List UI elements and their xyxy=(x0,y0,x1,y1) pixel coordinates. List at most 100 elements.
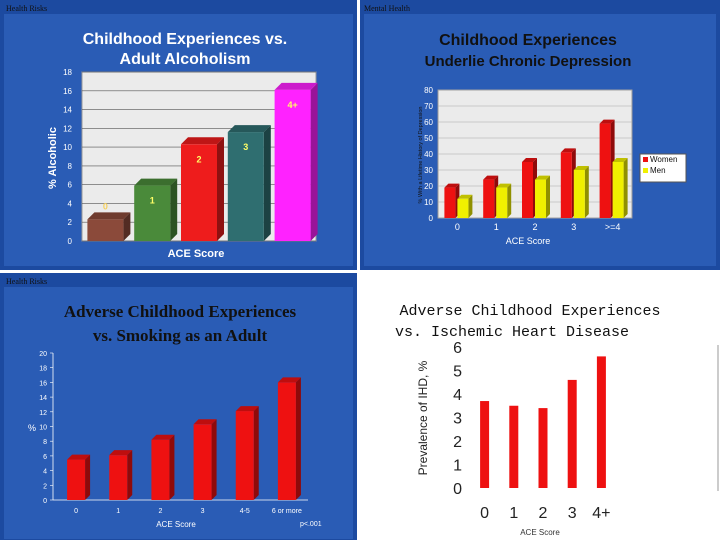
significance-note: p<.001 xyxy=(300,521,322,528)
bar-front xyxy=(87,219,124,241)
bar-top xyxy=(457,194,473,199)
x-tick-label: 2 xyxy=(158,508,162,515)
bar-side xyxy=(468,194,473,218)
y-tick-label: 4 xyxy=(68,199,73,208)
y-tick-label: 4 xyxy=(43,469,47,476)
bar-side xyxy=(211,419,217,500)
x-tick-label: 3 xyxy=(201,508,205,515)
alcoholism-chart-panel: Health Risks Childhood Experiences vs. A… xyxy=(0,0,357,270)
panel-tag: Mental Health xyxy=(364,4,410,13)
bar-top xyxy=(134,178,178,186)
bar-front xyxy=(573,170,585,218)
chart-title-line1: Childhood Experiences xyxy=(439,32,617,49)
bar xyxy=(444,183,460,218)
chart-title-line2: vs. Smoking as an Adult xyxy=(93,326,268,345)
alcoholism-chart: Health Risks Childhood Experiences vs. A… xyxy=(0,0,357,270)
x-tick-label: 1 xyxy=(509,505,518,522)
x-tick-label: 4-5 xyxy=(240,508,250,515)
panel-tag: Health Risks xyxy=(6,4,47,13)
bar-top xyxy=(193,419,217,425)
legend-swatch xyxy=(643,168,648,173)
bar-front xyxy=(560,152,572,218)
bar-front xyxy=(599,123,611,218)
bar-top xyxy=(277,377,301,383)
x-tick-label: 1 xyxy=(494,222,499,232)
legend-swatch xyxy=(643,157,648,162)
bar xyxy=(573,166,589,218)
bar xyxy=(235,406,259,500)
legend-label: Men xyxy=(650,166,666,175)
bar-side xyxy=(310,82,318,241)
bar-side xyxy=(295,377,301,500)
y-tick-label: 10 xyxy=(424,198,433,207)
bar-top xyxy=(109,450,133,456)
y-tick-label: 1 xyxy=(453,458,462,475)
y-tick-label: 20 xyxy=(39,351,47,358)
bar xyxy=(480,401,490,488)
bar-side xyxy=(546,175,550,218)
bar-front xyxy=(496,187,508,218)
bar-side xyxy=(584,166,589,218)
bar-top xyxy=(560,148,576,153)
y-tick-label: 2 xyxy=(68,218,73,227)
bar-data-label: 1 xyxy=(150,196,155,206)
x-tick-label: 0 xyxy=(455,222,460,232)
bar-top xyxy=(181,137,224,145)
x-tick-label: 1 xyxy=(116,508,120,515)
bar-side xyxy=(127,450,133,500)
bar xyxy=(274,82,318,241)
bar-side xyxy=(263,125,271,241)
bar xyxy=(535,175,550,218)
x-tick-label: 3 xyxy=(571,222,576,232)
y-tick-label: 0 xyxy=(68,237,73,246)
bar xyxy=(596,356,606,488)
x-axis-label: ACE Score xyxy=(506,236,551,246)
x-tick-label: >=4 xyxy=(605,222,621,232)
bar-front xyxy=(134,185,171,241)
bar xyxy=(109,450,133,500)
y-tick-label: 12 xyxy=(63,124,72,133)
y-tick-label: 70 xyxy=(424,102,433,111)
bar-top xyxy=(599,119,615,124)
chart-title-line2: Adult Alcoholism xyxy=(120,51,251,68)
y-tick-label: 16 xyxy=(39,380,47,387)
y-axis-label: Prevalence of IHD, % xyxy=(416,360,430,475)
bar-top xyxy=(151,434,175,440)
bar-side xyxy=(170,178,178,241)
y-tick-label: 0 xyxy=(453,481,462,498)
bar xyxy=(599,119,615,218)
bar-front xyxy=(274,89,311,241)
chart-title-line1: Adverse Childhood Experiences xyxy=(64,302,297,321)
heart-disease-chart: Adverse Childhood Experiences vs. Ischem… xyxy=(360,273,720,540)
bar-top xyxy=(227,125,271,133)
bar-front xyxy=(67,459,86,500)
y-tick-label: 2 xyxy=(43,483,47,490)
bar-front xyxy=(235,411,254,500)
y-tick-label: 10 xyxy=(63,143,72,152)
y-tick-label: 80 xyxy=(424,86,433,95)
y-tick-label: 6 xyxy=(453,340,462,357)
x-tick-label: 6 or more xyxy=(272,508,302,515)
bar xyxy=(612,158,628,218)
legend: Women Men xyxy=(639,153,687,183)
x-axis-label: ACE Score xyxy=(156,520,196,529)
bar-top xyxy=(483,175,499,180)
y-tick-label: 4 xyxy=(453,387,462,404)
bar-front xyxy=(277,382,296,500)
y-tick-label: 6 xyxy=(43,454,47,461)
bar-top xyxy=(522,158,537,162)
y-tick-label: 10 xyxy=(39,425,47,432)
y-tick-label: 18 xyxy=(63,68,72,77)
bar-top xyxy=(444,183,460,188)
bar xyxy=(457,194,473,218)
bar-side xyxy=(169,434,175,500)
y-tick-label: 60 xyxy=(424,118,433,127)
y-tick-label: 2 xyxy=(453,434,462,451)
bar xyxy=(509,405,519,488)
bar-front xyxy=(612,162,624,218)
y-tick-label: 0 xyxy=(429,214,434,223)
smoking-chart: Health Risks Adverse Childhood Experienc… xyxy=(0,273,357,540)
bar-side xyxy=(507,183,512,218)
bar-front xyxy=(535,179,546,218)
bar xyxy=(277,377,301,500)
